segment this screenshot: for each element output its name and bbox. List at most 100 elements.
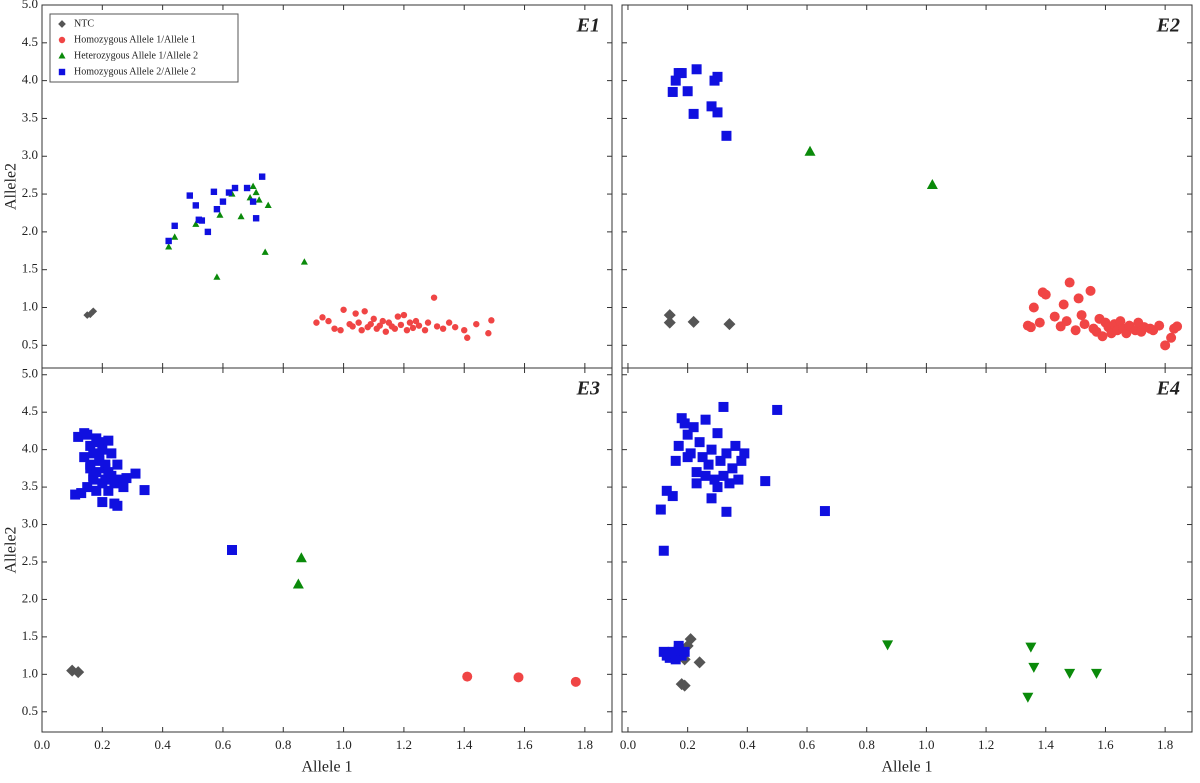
legend-label: Heterozygous Allele 1/Allele 2	[74, 50, 198, 61]
y-tick-label: 1.0	[22, 298, 38, 313]
point	[192, 220, 200, 227]
point	[249, 182, 257, 190]
point	[1091, 668, 1103, 679]
y-tick-label: 2.0	[22, 590, 38, 605]
point	[112, 459, 123, 470]
point	[664, 648, 675, 659]
point	[97, 444, 108, 455]
point	[82, 482, 93, 493]
point	[700, 470, 711, 481]
y-tick-label: 0.5	[22, 703, 38, 718]
point	[340, 306, 347, 313]
point	[1025, 642, 1037, 653]
point	[667, 86, 678, 97]
point	[724, 478, 735, 489]
point	[462, 671, 473, 682]
point	[252, 215, 260, 222]
point	[676, 413, 687, 424]
point	[1058, 299, 1069, 310]
point	[213, 273, 221, 280]
point	[721, 130, 732, 141]
point	[367, 320, 374, 328]
point	[733, 474, 744, 485]
point	[192, 202, 200, 209]
y-tick-label: 4.5	[22, 403, 38, 418]
point	[488, 317, 495, 324]
y-tick-label: 0.5	[22, 336, 38, 351]
point	[349, 323, 356, 330]
point	[85, 440, 96, 451]
point	[445, 319, 453, 326]
point	[100, 474, 111, 485]
y-tick-label: 5.0	[22, 366, 38, 381]
point	[139, 485, 150, 496]
panel-title: E4	[1156, 378, 1180, 400]
point	[451, 323, 459, 331]
point	[513, 672, 524, 683]
point	[430, 294, 438, 301]
point	[361, 308, 368, 315]
point	[727, 463, 738, 474]
panel-frame	[41, 367, 613, 733]
point	[397, 321, 405, 329]
point	[691, 478, 702, 489]
point	[1070, 325, 1081, 336]
point	[219, 198, 227, 205]
legend-marker	[58, 68, 66, 76]
point	[670, 75, 681, 86]
point	[1064, 668, 1076, 679]
x-tick-label: 1.0	[918, 737, 934, 752]
point	[700, 414, 711, 425]
point	[103, 485, 114, 496]
point	[663, 316, 676, 329]
point	[394, 313, 402, 320]
y-tick-label: 3.0	[22, 147, 38, 162]
x-tick-label: 0.2	[94, 737, 110, 752]
point	[415, 322, 423, 329]
point	[1166, 332, 1177, 343]
point	[679, 418, 690, 429]
point	[461, 326, 468, 334]
y-tick-label: 1.5	[22, 261, 38, 276]
point	[400, 311, 408, 319]
point	[1160, 340, 1171, 351]
point	[760, 476, 771, 487]
point	[721, 506, 732, 517]
x-tick-label: 0.4	[155, 737, 172, 752]
legend-marker	[58, 36, 66, 44]
point	[103, 435, 114, 446]
y-axis-label: Allele2	[3, 163, 20, 210]
point	[1028, 662, 1040, 673]
point	[1040, 289, 1051, 300]
x-tick-label: 1.4	[456, 737, 473, 752]
x-tick-label: 0.6	[215, 737, 232, 752]
point	[421, 326, 429, 334]
point	[1025, 322, 1036, 333]
point	[721, 448, 732, 459]
point	[712, 428, 723, 439]
point	[231, 184, 239, 192]
y-tick-label: 2.5	[22, 553, 38, 568]
point	[670, 654, 681, 665]
x-tick-label: 1.6	[1097, 737, 1114, 752]
point	[258, 173, 266, 180]
y-tick-label: 2.0	[22, 223, 38, 238]
y-tick-label: 5.0	[22, 0, 38, 11]
point	[709, 474, 720, 485]
point	[464, 334, 471, 341]
point	[171, 222, 178, 230]
point	[1115, 316, 1126, 327]
point	[706, 101, 717, 112]
x-axis-label: Allele 1	[301, 759, 352, 776]
point	[424, 319, 432, 326]
point	[772, 404, 783, 415]
point	[72, 666, 85, 679]
point	[204, 228, 212, 236]
point	[165, 243, 173, 250]
x-tick-label: 1.2	[978, 737, 994, 752]
point	[91, 485, 102, 496]
point	[382, 328, 390, 335]
point	[1079, 319, 1090, 330]
point	[186, 192, 193, 199]
panel-frame	[621, 367, 1193, 733]
